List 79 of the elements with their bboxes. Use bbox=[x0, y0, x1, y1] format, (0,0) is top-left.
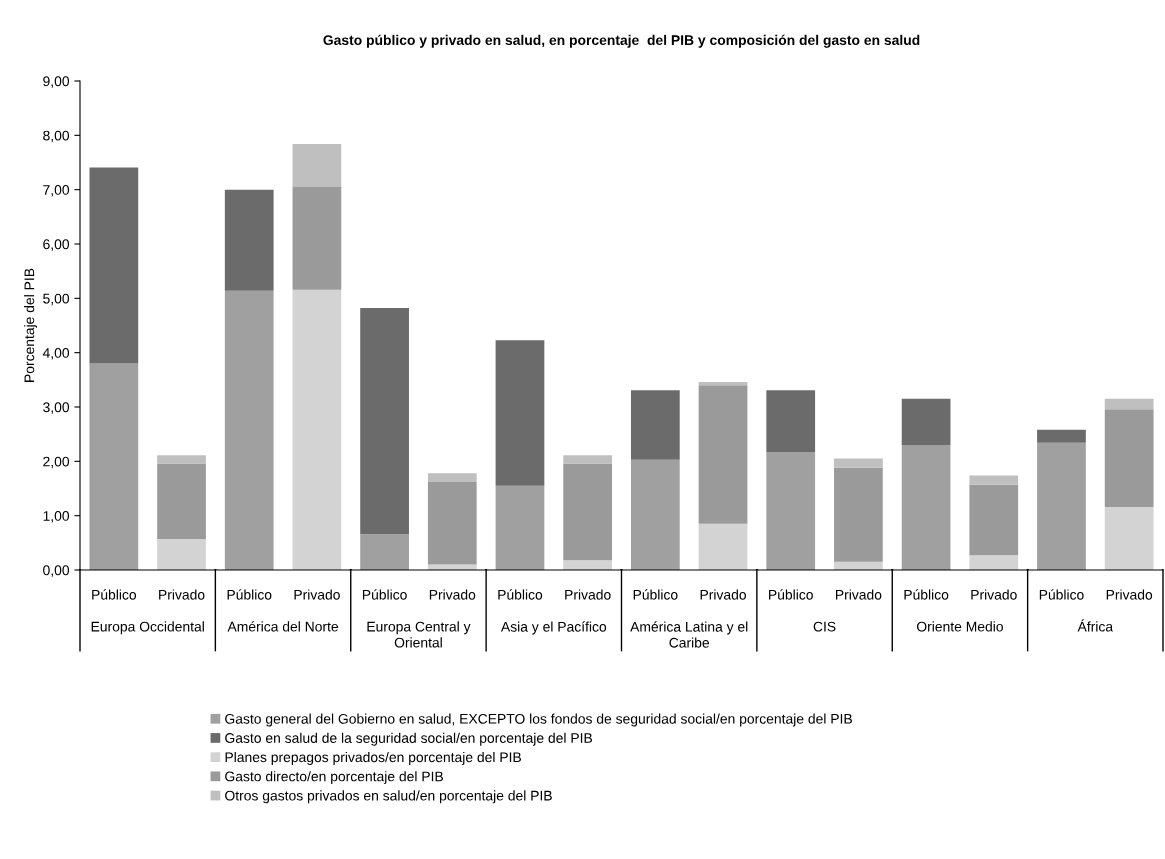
bar bbox=[766, 452, 816, 570]
y-tick-label: 5,00 bbox=[43, 293, 70, 306]
y-axis-title: Porcentaje del PIB bbox=[24, 268, 37, 382]
bar bbox=[969, 484, 1019, 556]
bar bbox=[630, 459, 680, 570]
y-tick-label: 4,00 bbox=[42, 348, 70, 360]
y-tick-label: 1,00 bbox=[43, 511, 70, 523]
x-tick-label: Público bbox=[227, 589, 272, 600]
bar bbox=[292, 144, 342, 187]
bar bbox=[495, 485, 545, 570]
text: Europa Central y Oriental bbox=[367, 621, 471, 648]
bar bbox=[292, 289, 342, 570]
bar bbox=[360, 534, 409, 570]
y-tick-label: 7,00 bbox=[43, 185, 70, 197]
x-tick-label: Público bbox=[1039, 589, 1084, 600]
x-tick-label: Privado bbox=[1106, 589, 1153, 600]
x-tick-label: Privado bbox=[429, 589, 476, 600]
bar bbox=[834, 458, 883, 468]
x-tick-label: Privado bbox=[159, 589, 205, 600]
bar bbox=[766, 390, 816, 453]
bar bbox=[1104, 506, 1154, 570]
legend-label: Otros gastos privados en salud/en porcentaje del PIB bbox=[225, 790, 552, 804]
x-tick-label: Público bbox=[92, 589, 137, 600]
legend-label: Gasto general del Gobierno en salud, EXCEPTO los fondos de seguridad social/en porcentaje del PIB bbox=[225, 713, 852, 727]
bar bbox=[1104, 409, 1154, 507]
bar bbox=[969, 555, 1019, 570]
bar bbox=[901, 445, 951, 570]
text: Oriente Medio bbox=[916, 621, 1003, 632]
bar bbox=[157, 539, 206, 570]
y-tick-label: 6,00 bbox=[43, 239, 70, 251]
y-tick-label: 9,00 bbox=[43, 76, 70, 88]
legend-label: Gasto directo/en porcentaje del PIB bbox=[225, 771, 443, 785]
bar bbox=[360, 308, 409, 535]
bar bbox=[1037, 429, 1086, 443]
x-tick-label: Privado bbox=[836, 589, 882, 600]
legend-label: Planes prepagos privados/en porcentaje del PIB bbox=[225, 751, 521, 765]
bar bbox=[495, 340, 545, 486]
bar bbox=[224, 290, 274, 570]
y-tick-label: 2,00 bbox=[43, 456, 70, 469]
bar bbox=[563, 560, 613, 570]
x-tick-label: Privado bbox=[565, 589, 611, 600]
text: América Latina y el Caribe bbox=[630, 621, 748, 648]
x-tick-label: Público bbox=[633, 589, 678, 600]
y-tick-label: 8,00 bbox=[43, 130, 70, 143]
x-tick-label: Público bbox=[769, 589, 813, 600]
bar bbox=[427, 473, 477, 482]
bar bbox=[563, 455, 613, 464]
bar bbox=[698, 382, 748, 386]
bar bbox=[563, 463, 613, 561]
bar bbox=[834, 467, 883, 562]
x-tick-label: Público bbox=[904, 589, 949, 600]
bar bbox=[157, 455, 206, 464]
bar bbox=[427, 481, 477, 565]
x-tick-label: Público bbox=[498, 589, 543, 600]
x-tick-label: Privado bbox=[700, 589, 746, 600]
legend-label: Gasto en salud de la seguridad social/en porcentaje del PIB bbox=[225, 732, 592, 746]
y-tick-label: 3,00 bbox=[43, 402, 70, 414]
chart-title: Gasto público y privado en salud, en porcentaje del PIB y composición del gasto en salud bbox=[323, 34, 920, 48]
bar bbox=[1104, 398, 1154, 410]
bar bbox=[698, 385, 748, 524]
text: Asia y el Pacífico bbox=[500, 621, 607, 635]
bar bbox=[698, 523, 748, 570]
x-tick-label: Privado bbox=[971, 589, 1017, 600]
text: CIS bbox=[813, 621, 836, 632]
text: Europa Occidental bbox=[91, 621, 204, 635]
bar bbox=[969, 475, 1019, 485]
y-tick-label: 0,00 bbox=[43, 565, 70, 577]
bar bbox=[1037, 442, 1086, 570]
text: América del Norte bbox=[227, 621, 339, 632]
bar bbox=[89, 363, 139, 570]
x-tick-label: Público bbox=[362, 589, 407, 600]
bar bbox=[157, 463, 206, 540]
bar bbox=[901, 398, 951, 446]
x-tick-label: Privado bbox=[294, 589, 340, 600]
bar bbox=[292, 186, 342, 290]
text: África bbox=[1077, 619, 1114, 632]
bar bbox=[89, 167, 139, 364]
bar bbox=[224, 189, 274, 291]
bar bbox=[630, 390, 680, 460]
